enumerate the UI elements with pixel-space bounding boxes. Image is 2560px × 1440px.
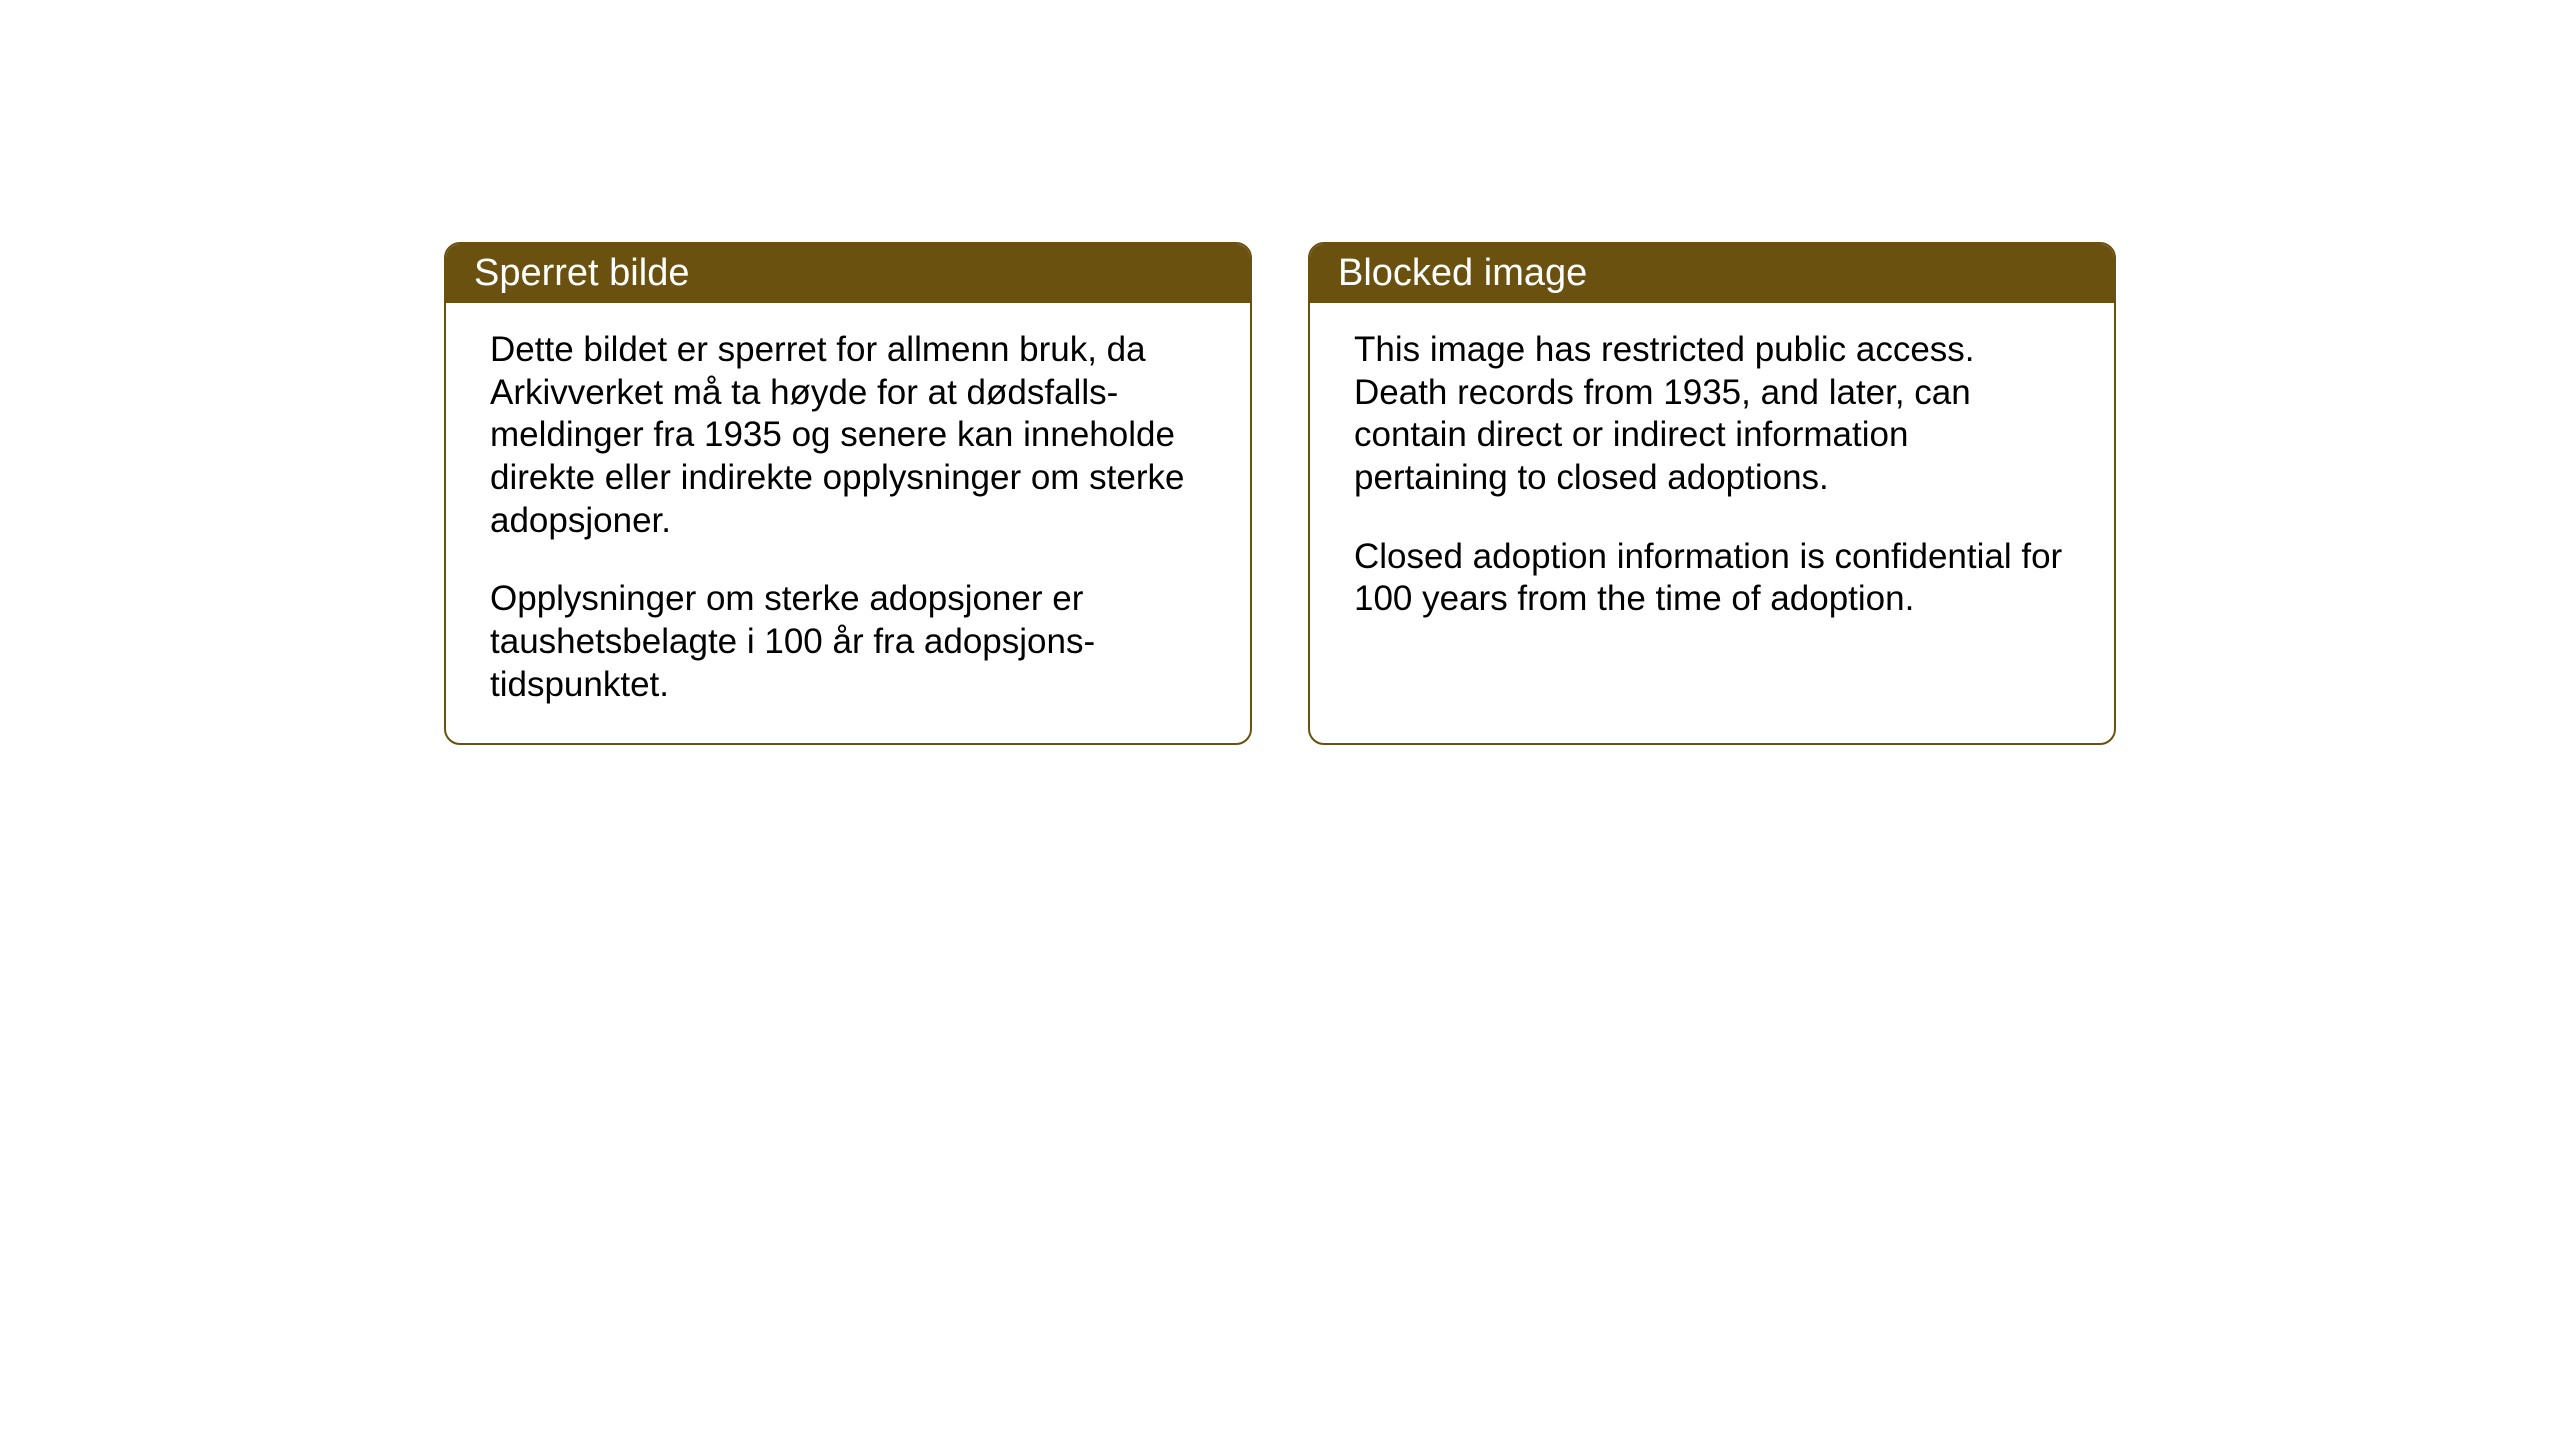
paragraph-1-norwegian: Dette bildet er sperret for allmenn bruk…	[490, 329, 1206, 542]
card-header-english: Blocked image	[1310, 244, 2114, 303]
notice-card-english: Blocked image This image has restricted …	[1308, 242, 2116, 745]
card-body-english: This image has restricted public access.…	[1310, 303, 2114, 721]
card-header-norwegian: Sperret bilde	[446, 244, 1250, 303]
paragraph-2-english: Closed adoption information is confident…	[1354, 536, 2070, 621]
card-title-norwegian: Sperret bilde	[474, 252, 689, 294]
paragraph-1-english: This image has restricted public access.…	[1354, 329, 2070, 500]
paragraph-2-norwegian: Opplysninger om sterke adopsjoner er tau…	[490, 578, 1206, 706]
card-title-english: Blocked image	[1338, 252, 1587, 294]
notice-container: Sperret bilde Dette bildet er sperret fo…	[444, 242, 2116, 745]
notice-card-norwegian: Sperret bilde Dette bildet er sperret fo…	[444, 242, 1252, 745]
card-body-norwegian: Dette bildet er sperret for allmenn bruk…	[446, 303, 1250, 743]
